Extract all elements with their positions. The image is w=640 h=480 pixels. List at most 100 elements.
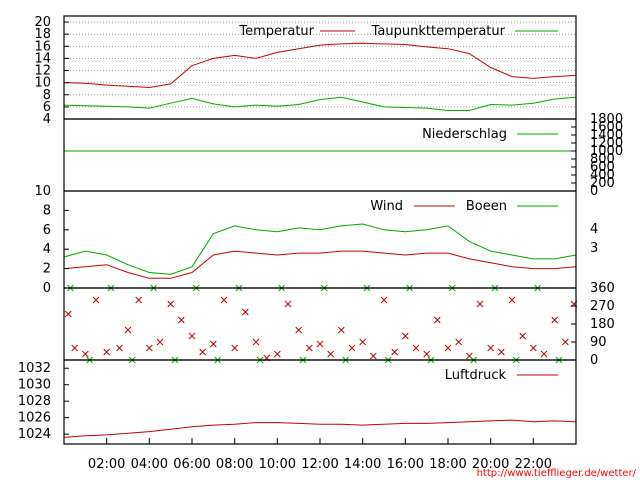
- scatter-point: [327, 350, 335, 358]
- scatter-point: [81, 350, 89, 358]
- y-tick-label-right: 1200: [590, 136, 623, 151]
- legend-label: Wind: [370, 199, 403, 214]
- y-tick-label: 4: [43, 112, 51, 127]
- scatter-point: [305, 344, 313, 352]
- y-tick-label: 6: [43, 223, 51, 238]
- y-tick-label: 10: [34, 184, 51, 199]
- scatter-point: [561, 338, 569, 346]
- scatter-point: [476, 300, 484, 308]
- scatter-point: [252, 338, 260, 346]
- y-tick-label-right: 3: [590, 241, 598, 256]
- y-tick-label: 1030: [18, 378, 51, 393]
- y-tick-label-right: 1000: [590, 144, 623, 159]
- legend-label: Taupunkttemperatur: [371, 24, 506, 39]
- scatter-point: [199, 348, 207, 356]
- y-tick-label-right: 1600: [590, 120, 623, 135]
- scatter-point: [519, 332, 527, 340]
- y-tick-label: 6: [43, 100, 51, 115]
- x-tick-label: 08:00: [216, 457, 253, 472]
- y-tick-label-right: 4: [590, 222, 598, 237]
- scatter-point: [103, 348, 111, 356]
- x-tick-label: 16:00: [387, 457, 424, 472]
- scatter-point: [64, 310, 72, 318]
- y-tick-label-right: 0: [590, 353, 598, 368]
- scatter-point: [369, 352, 377, 360]
- legend-label: Boeen: [466, 199, 507, 214]
- series-line-luftdruck: [63, 419, 577, 438]
- scatter-point: [401, 332, 409, 340]
- y-tick-label: 4: [43, 242, 51, 257]
- series-line-wind: [63, 250, 577, 279]
- scatter-point: [92, 296, 100, 304]
- series-line-temperatur: [63, 42, 577, 89]
- y-tick-label-right: 1800: [590, 112, 623, 127]
- axes: [63, 15, 577, 445]
- x-tick-label: 22:00: [515, 457, 552, 472]
- scatter-point: [231, 344, 239, 352]
- scatter-point: [116, 344, 123, 352]
- y-tick-label-right: 180: [590, 317, 615, 332]
- scatter-point: [273, 350, 281, 358]
- scatter-point: [209, 340, 217, 348]
- x-tick-label: 14:00: [344, 457, 381, 472]
- scatter-point: [135, 296, 143, 304]
- scatter-point: [487, 344, 495, 352]
- y-tick-label-right: 200: [590, 176, 615, 191]
- scatter-point: [145, 344, 153, 352]
- x-tick-label: 20:00: [472, 457, 509, 472]
- scatter-point: [359, 338, 367, 346]
- y-tick-label: 1024: [18, 427, 51, 442]
- scatter-point: [455, 338, 463, 346]
- y-tick-label: 16: [34, 39, 51, 54]
- scatter-point: [348, 344, 356, 352]
- scatter-point: [124, 326, 132, 334]
- scatter-point: [220, 296, 228, 304]
- legend-label: Luftdruck: [445, 368, 507, 383]
- scatter-point: [188, 332, 196, 340]
- scatter-point: [551, 316, 559, 324]
- legend-label: Temperatur: [238, 24, 314, 39]
- legend-label: Niederschlag: [422, 127, 507, 142]
- y-tick-label: 0: [43, 281, 51, 296]
- y-tick-label-right: 1400: [590, 128, 623, 143]
- y-tick-label-right: 800: [590, 152, 615, 167]
- y-tick-label: 14: [34, 51, 51, 66]
- scatter-point: [423, 350, 431, 358]
- y-tick-label-right: 0: [590, 184, 598, 199]
- y-tick-label: 1028: [18, 394, 51, 409]
- scatter-point: [241, 308, 249, 316]
- scatter-point: [337, 326, 345, 334]
- x-tick-label: 06:00: [173, 457, 210, 472]
- y-tick-label-right: 90: [590, 335, 607, 350]
- series-line-boeen: [63, 223, 577, 275]
- x-tick-label: 12:00: [301, 457, 338, 472]
- y-tick-label: 12: [34, 64, 51, 79]
- y-tick-label: 20: [34, 15, 51, 30]
- y-tick-label: 18: [34, 27, 51, 42]
- y-tick-label: 1032: [18, 361, 51, 376]
- scatter-point: [391, 348, 399, 356]
- scatter-point: [71, 344, 79, 352]
- scatter-point: [177, 316, 185, 324]
- scatter-point: [444, 344, 452, 352]
- scatter-point: [433, 316, 441, 324]
- scatter-point: [540, 350, 548, 358]
- scatter-point: [156, 338, 164, 346]
- y-tick-label: 8: [43, 88, 51, 103]
- y-tick-label-right: 400: [590, 168, 615, 183]
- y-tick-label-right: 360: [590, 281, 615, 296]
- scatter-point: [167, 300, 175, 308]
- x-tick-label: 10:00: [259, 457, 296, 472]
- footer-url: http://www.tiefflieger.de/wetter/: [477, 468, 637, 479]
- y-tick-label-right: 600: [590, 160, 615, 175]
- scatter-point: [529, 344, 537, 352]
- grid-lines: [64, 21, 576, 108]
- scatter-point: [284, 300, 292, 308]
- scatter-point: [295, 326, 303, 334]
- series-line-taupunkttemperatur: [63, 96, 577, 111]
- y-tick-label: 10: [34, 76, 51, 91]
- scatter-point: [316, 340, 324, 348]
